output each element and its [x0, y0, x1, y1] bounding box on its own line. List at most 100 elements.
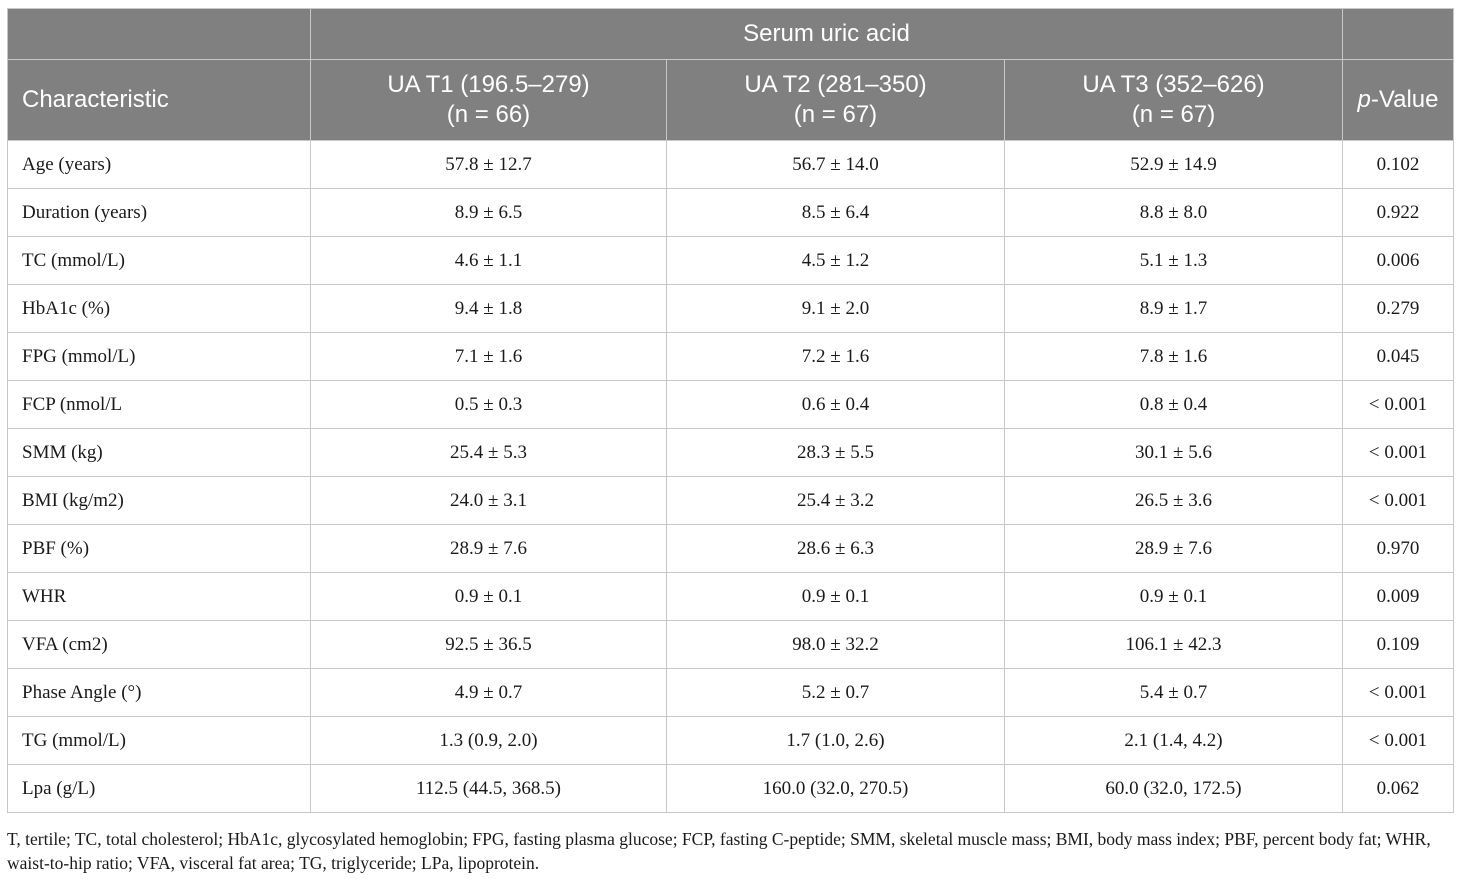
ua-t2-value-cell: 28.3 ± 5.5 — [666, 428, 1005, 477]
table-footnote: T, tertile; TC, total cholesterol; HbA1c… — [7, 829, 1431, 873]
ua-t1-value-cell: 4.6 ± 1.1 — [310, 236, 667, 285]
ua-t3-value-cell: 60.0 (32.0, 172.5) — [1003, 764, 1344, 813]
ua-t1-value-cell: 8.9 ± 6.5 — [310, 188, 667, 237]
ua-t2-header-count: (n = 67) — [793, 101, 878, 128]
ua-t1-value-cell: 0.5 ± 0.3 — [310, 380, 667, 429]
table-row: VFA (cm2) 92.5 ± 36.5 98.0 ± 32.2 106.1 ± 4… — [7, 620, 1455, 669]
row-label-cell: BMI (kg/m2) — [7, 476, 311, 525]
table-row: TG (mmol/L) 1.3 (0.9, 2.0) 1.7 (1.0, 2.6) 2… — [7, 716, 1455, 765]
ua-t3-value-cell: 5.1 ± 1.3 — [1003, 236, 1344, 285]
p-value-cell: 0.045 — [1342, 332, 1455, 381]
ua-t2-column-header: UA T2 (281–350) (n = 67) — [666, 59, 1005, 141]
ua-t3-value-cell: 26.5 ± 3.6 — [1003, 476, 1344, 525]
ua-t3-value-cell: 8.8 ± 8.0 — [1003, 188, 1344, 237]
ua-t3-value-cell: 8.9 ± 1.7 — [1003, 284, 1344, 333]
ua-t3-value-cell: 7.8 ± 1.6 — [1003, 332, 1344, 381]
row-label-cell: WHR — [7, 572, 311, 621]
ua-t2-value-cell: 5.2 ± 0.7 — [666, 668, 1005, 717]
ua-t2-value-cell: 0.6 ± 0.4 — [666, 380, 1005, 429]
ua-t3-header-range: UA T3 (352–626) — [1082, 71, 1265, 98]
ua-t1-column-header: UA T1 (196.5–279) (n = 66) — [310, 59, 667, 141]
table-row: Lpa (g/L) 112.5 (44.5, 368.5) 160.0 (32.0,… — [7, 764, 1455, 813]
p-value-cell: < 0.001 — [1342, 476, 1455, 525]
serum-uric-acid-group-header: Serum uric acid — [309, 8, 1344, 60]
ua-t1-value-cell: 28.9 ± 7.6 — [310, 524, 667, 573]
p-value-cell: < 0.001 — [1342, 668, 1455, 717]
header-group-row: Serum uric acid — [7, 8, 1455, 60]
row-label-cell: VFA (cm2) — [7, 620, 311, 669]
ua-t2-value-cell: 25.4 ± 3.2 — [666, 476, 1005, 525]
data-table-container: Serum uric acid Characteristic UA T1 (19… — [7, 8, 1455, 813]
p-value-header-suffix: -Value — [1370, 86, 1439, 113]
ua-t1-value-cell: 0.9 ± 0.1 — [310, 572, 667, 621]
table-row: Phase Angle (°) 4.9 ± 0.7 5.2 ± 0.7 5.4 ± 0… — [7, 668, 1455, 717]
ua-t1-value-cell: 24.0 ± 3.1 — [310, 476, 667, 525]
row-label-cell: Duration (years) — [7, 188, 311, 237]
ua-t2-value-cell: 98.0 ± 32.2 — [666, 620, 1005, 669]
row-label-cell: Lpa (g/L) — [7, 764, 311, 813]
ua-t2-value-cell: 7.2 ± 1.6 — [666, 332, 1005, 381]
ua-t1-value-cell: 92.5 ± 36.5 — [310, 620, 667, 669]
header-column-row: Characteristic UA T1 (196.5–279) (n = 66… — [7, 59, 1455, 141]
header-empty-cell — [1342, 8, 1455, 60]
table-row: Age (years) 57.8 ± 12.7 56.7 ± 14.0 52.9 ± … — [7, 140, 1455, 189]
ua-t1-value-cell: 57.8 ± 12.7 — [310, 140, 667, 189]
ua-t2-value-cell: 160.0 (32.0, 270.5) — [666, 764, 1005, 813]
row-label-cell: HbA1c (%) — [7, 284, 311, 333]
ua-t2-value-cell: 9.1 ± 2.0 — [666, 284, 1005, 333]
table-row: WHR 0.9 ± 0.1 0.9 ± 0.1 0.9 ± 0.1 0.009 — [7, 572, 1455, 621]
table-row: PBF (%) 28.9 ± 7.6 28.6 ± 6.3 28.9 ± 7.6 0.9… — [7, 524, 1455, 573]
row-label-cell: PBF (%) — [7, 524, 311, 573]
row-label-cell: FCP (nmol/L — [7, 380, 311, 429]
ua-t1-value-cell: 1.3 (0.9, 2.0) — [310, 716, 667, 765]
p-value-cell: 0.279 — [1342, 284, 1455, 333]
ua-t3-value-cell: 28.9 ± 7.6 — [1003, 524, 1344, 573]
ua-t2-value-cell: 1.7 (1.0, 2.6) — [666, 716, 1005, 765]
ua-t1-header-count: (n = 66) — [446, 101, 531, 128]
table-row: FPG (mmol/L) 7.1 ± 1.6 7.2 ± 1.6 7.8 ± 1.6 0… — [7, 332, 1455, 381]
ua-t1-value-cell: 7.1 ± 1.6 — [310, 332, 667, 381]
ua-t2-value-cell: 4.5 ± 1.2 — [666, 236, 1005, 285]
ua-t2-header-range: UA T2 (281–350) — [744, 71, 927, 98]
ua-t2-value-cell: 56.7 ± 14.0 — [666, 140, 1005, 189]
ua-t3-value-cell: 0.9 ± 0.1 — [1003, 572, 1344, 621]
ua-t1-value-cell: 4.9 ± 0.7 — [310, 668, 667, 717]
p-value-cell: < 0.001 — [1342, 428, 1455, 477]
p-value-cell: < 0.001 — [1342, 380, 1455, 429]
ua-t3-value-cell: 106.1 ± 42.3 — [1003, 620, 1344, 669]
ua-t3-value-cell: 0.8 ± 0.4 — [1003, 380, 1344, 429]
p-value-cell: 0.970 — [1342, 524, 1455, 573]
p-value-cell: 0.922 — [1342, 188, 1455, 237]
row-label-cell: Phase Angle (°) — [7, 668, 311, 717]
ua-t3-value-cell: 5.4 ± 0.7 — [1003, 668, 1344, 717]
row-label-cell: TG (mmol/L) — [7, 716, 311, 765]
p-value-cell: 0.062 — [1342, 764, 1455, 813]
table-row: Duration (years) 8.9 ± 6.5 8.5 ± 6.4 8.8 ± … — [7, 188, 1455, 237]
row-label-cell: FPG (mmol/L) — [7, 332, 311, 381]
table-row: HbA1c (%) 9.4 ± 1.8 9.1 ± 2.0 8.9 ± 1.7 0.27… — [7, 284, 1455, 333]
ua-t1-value-cell: 112.5 (44.5, 368.5) — [310, 764, 667, 813]
table-row: TC (mmol/L) 4.6 ± 1.1 4.5 ± 1.2 5.1 ± 1.3 0.… — [7, 236, 1455, 285]
table-body: Age (years) 57.8 ± 12.7 56.7 ± 14.0 52.9 ± … — [7, 140, 1455, 813]
table-row: BMI (kg/m2) 24.0 ± 3.1 25.4 ± 3.2 26.5 ± 3.… — [7, 476, 1455, 525]
ua-t3-value-cell: 52.9 ± 14.9 — [1003, 140, 1344, 189]
characteristic-column-header: Characteristic — [7, 59, 311, 141]
ua-t1-header-range: UA T1 (196.5–279) — [387, 71, 590, 98]
ua-t1-value-cell: 25.4 ± 5.3 — [310, 428, 667, 477]
p-value-cell: 0.102 — [1342, 140, 1455, 189]
ua-t3-column-header: UA T3 (352–626) (n = 67) — [1003, 59, 1344, 141]
p-value-cell: < 0.001 — [1342, 716, 1455, 765]
p-value-cell: 0.006 — [1342, 236, 1455, 285]
ua-t3-value-cell: 2.1 (1.4, 4.2) — [1003, 716, 1344, 765]
p-value-column-header: p-Value — [1342, 59, 1455, 141]
header-empty-cell — [7, 8, 311, 60]
p-value-cell: 0.009 — [1342, 572, 1455, 621]
ua-t2-value-cell: 28.6 ± 6.3 — [666, 524, 1005, 573]
ua-t2-value-cell: 0.9 ± 0.1 — [666, 572, 1005, 621]
table-row: FCP (nmol/L 0.5 ± 0.3 0.6 ± 0.4 0.8 ± 0.4 < … — [7, 380, 1455, 429]
ua-t1-value-cell: 9.4 ± 1.8 — [310, 284, 667, 333]
p-value-italic-p: p — [1357, 86, 1371, 113]
table-row: SMM (kg) 25.4 ± 5.3 28.3 ± 5.5 30.1 ± 5.6 < … — [7, 428, 1455, 477]
ua-t3-value-cell: 30.1 ± 5.6 — [1003, 428, 1344, 477]
uric-acid-characteristics-table: Serum uric acid Characteristic UA T1 (19… — [7, 8, 1455, 813]
